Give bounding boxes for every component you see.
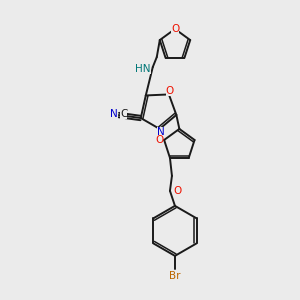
Text: O: O xyxy=(171,24,179,34)
Text: Br: Br xyxy=(169,271,181,281)
Text: HN: HN xyxy=(135,64,151,74)
Text: O: O xyxy=(155,135,163,145)
Text: N: N xyxy=(157,127,164,137)
Text: O: O xyxy=(166,86,174,96)
Text: C: C xyxy=(120,109,127,119)
Text: N: N xyxy=(110,109,118,119)
Text: O: O xyxy=(174,186,182,196)
